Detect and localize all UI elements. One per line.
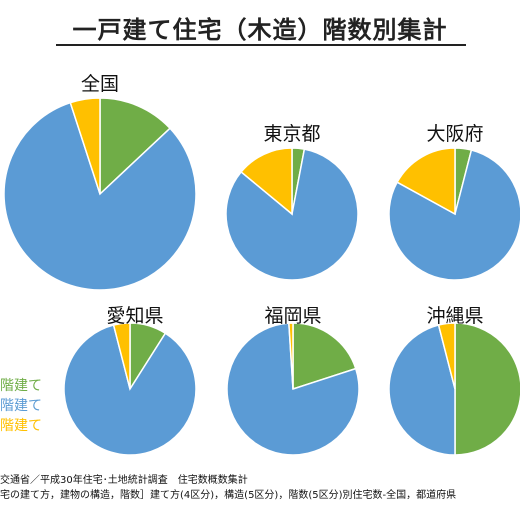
pie-6-slice-2 xyxy=(388,324,456,456)
legend-item-3: 階建て xyxy=(0,418,42,434)
pie-1-label: 全国 xyxy=(81,73,119,95)
pie-1-slice-3 xyxy=(69,97,101,195)
pie-1-slice-1 xyxy=(99,97,172,196)
title-underline xyxy=(56,44,466,46)
pie-5-slice-3 xyxy=(288,322,294,390)
pie-4: 愛知県 xyxy=(63,305,197,456)
pie-6-label: 沖縄県 xyxy=(426,305,483,327)
pie-3-slice-3 xyxy=(396,147,456,216)
source-line-1: 交通省／平成30年住宅･土地統計調査 住宅数概数集計 xyxy=(0,475,248,486)
pie-4-slice-2 xyxy=(63,324,197,456)
pie-1: 全国 xyxy=(3,73,197,291)
pie-3: 大阪府 xyxy=(388,123,520,281)
pie-5: 福岡県 xyxy=(226,305,360,456)
chart-title: 一戸建て住宅（木造）階数別集計 xyxy=(72,16,448,44)
legend: 階建て 階建て 階建て xyxy=(0,376,42,436)
pie-1-slice-2 xyxy=(3,101,197,291)
source-note: 交通省／平成30年住宅･土地統計調査 住宅数概数集計 宅の建て方，建物の構造，階… xyxy=(0,473,456,503)
pie-5-slice-2 xyxy=(226,322,360,456)
pie-2-slice-3 xyxy=(240,147,293,216)
source-line-2: 宅の建て方，建物の構造，階数］建て方(4区分)，構造(5区分)，階数(5区分)別… xyxy=(0,490,457,501)
pie-2-label: 東京都 xyxy=(263,123,320,145)
pie-6-slice-1 xyxy=(454,322,520,456)
pie-4-label: 愛知県 xyxy=(106,305,163,327)
pie-6-slice-3 xyxy=(437,322,456,390)
pie-4-slice-3 xyxy=(112,322,131,390)
pie-5-label: 福岡県 xyxy=(264,305,321,327)
pie-5-slice-1 xyxy=(292,322,357,391)
legend-item-2: 階建て xyxy=(0,398,42,414)
pie-2: 東京都 xyxy=(225,123,359,281)
pie-3-slice-2 xyxy=(388,149,520,281)
legend-item-1: 階建て xyxy=(0,378,42,394)
pie-6: 沖縄県 xyxy=(388,305,520,456)
pie-3-label: 大阪府 xyxy=(426,123,483,145)
